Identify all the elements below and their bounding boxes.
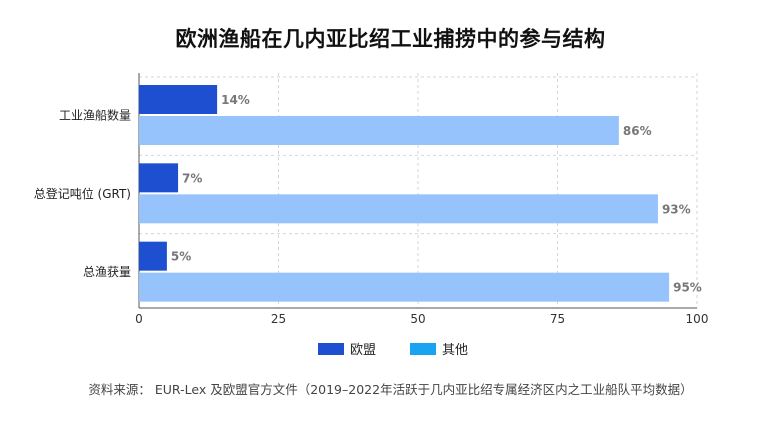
- x-tick-label: 75: [550, 312, 565, 326]
- legend-item-eu: 欧盟: [318, 339, 376, 358]
- source-note: 资料来源： EUR-Lex 及欧盟官方文件（2019–2022年活跃于几内亚比绍…: [88, 382, 693, 397]
- legend-swatch-eu: [318, 342, 344, 355]
- legend-item-other: 其他: [410, 339, 468, 358]
- y-tick-label: 总渔获量: [83, 265, 131, 279]
- data-label: 86%: [623, 124, 652, 138]
- bar-other: [139, 116, 619, 145]
- legend-label-other: 其他: [442, 343, 469, 358]
- y-tick-label: 总登记吨位 (GRT): [34, 186, 131, 201]
- x-tick-label: 100: [686, 312, 709, 326]
- data-label: 7%: [182, 171, 202, 185]
- bar-other: [139, 272, 670, 302]
- data-label: 93%: [662, 202, 691, 216]
- legend: 欧盟 其他: [318, 339, 468, 358]
- x-tick-label: 0: [135, 312, 143, 326]
- legend-label-eu: 欧盟: [350, 343, 377, 358]
- bar-eu: [139, 163, 179, 193]
- bar-other: [139, 194, 658, 224]
- y-tick-label: 工业渔船数量: [59, 108, 131, 123]
- data-label: 14%: [221, 93, 250, 107]
- x-tick-label: 25: [271, 312, 286, 326]
- x-tick-label: 50: [410, 312, 425, 326]
- data-label: 5%: [171, 250, 191, 264]
- chart-title: 欧洲渔船在几内亚比绍工业捕捞中的参与结构: [175, 27, 606, 51]
- data-label: 95%: [673, 281, 702, 295]
- bar-eu: [139, 241, 167, 271]
- bar-eu: [139, 85, 218, 114]
- legend-swatch-other: [410, 342, 437, 355]
